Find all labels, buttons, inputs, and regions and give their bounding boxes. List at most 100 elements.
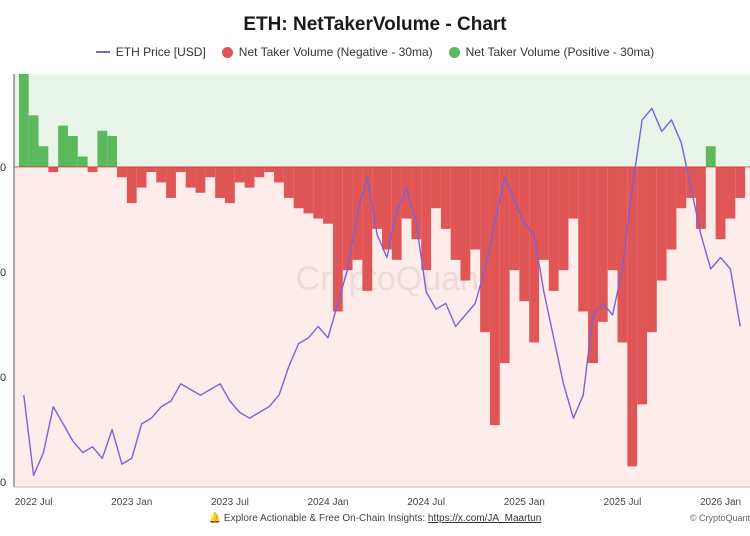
volume-bar [499,166,510,364]
footer-link[interactable]: https://x.com/JA_Maartun [427,513,542,524]
volume-bar [38,146,49,167]
chart-title: ETH: NetTakerVolume - Chart [243,14,507,35]
brand-label: © CryptoQuant [689,513,750,523]
positive-zone-background [14,74,750,167]
volume-bar [588,166,598,364]
volume-bar [48,166,59,173]
volume-bar [578,166,589,312]
volume-bar [136,166,147,188]
volume-bar [489,166,500,426]
volume-bar [362,166,373,291]
volume-bar [303,166,314,214]
volume-bar [460,166,471,281]
footer-text: Explore Actionable & Free On-Chain Insig… [223,513,428,524]
x-tick-label: 2024 Jul [407,497,445,508]
volume-bar [293,166,304,209]
volume-bar [77,156,88,167]
volume-bar [735,166,746,198]
volume-bar [313,166,324,219]
volume-bar [705,146,716,167]
volume-bar [126,166,137,204]
volume-bar [67,135,78,167]
footer: 🔔 Explore Actionable & Free On-Chain Ins… [0,513,750,524]
volume-bar [637,166,647,405]
volume-bar [87,166,98,173]
y-tick-label: 0 [0,372,6,384]
y-tick-label: 0 [0,162,6,174]
volume-bar [617,166,628,343]
legend-item-negative[interactable]: Net Taker Volume (Negative - 30ma) [221,45,433,59]
volume-bar [342,166,353,271]
volume-bar [431,166,441,209]
volume-bar [715,166,726,240]
volume-bar [28,115,39,167]
volume-bar [332,166,343,312]
volume-bar [382,166,392,250]
volume-bar [205,166,216,178]
volume-bar [323,166,333,224]
y-axis-ticks: 0 0 0 0 [0,162,6,489]
legend-swatch-negative [221,46,233,58]
volume-bar [627,166,638,467]
volume-bar [646,166,657,333]
x-tick-label: 2026 Jan [700,497,741,508]
volume-bar [656,166,667,281]
volume-bar [372,166,382,229]
volume-bar [440,166,451,229]
x-tick-label: 2024 Jan [307,497,348,508]
volume-bar [539,166,549,260]
legend-item-positive[interactable]: Net Taker Volume (Positive - 30ma) [448,45,655,59]
legend: ETH Price [USD] Net Taker Volume (Negati… [0,45,750,59]
x-tick-label: 2023 Jan [111,497,152,508]
volume-bar [97,130,108,167]
volume-bar [117,166,127,178]
legend-label-price: ETH Price [USD] [115,45,206,59]
volume-bar [686,166,697,198]
volume-bar [401,166,412,219]
x-axis-ticks: 2022 Jul 2023 Jan 2023 Jul 2024 Jan 2024 Jul… [15,497,741,508]
volume-bar [215,166,225,198]
legend-item-price[interactable]: ETH Price [USD] [95,45,206,59]
volume-bar [529,166,540,343]
volume-bar [696,166,706,229]
volume-bar [175,166,186,173]
volume-bar [509,166,520,271]
legend-label-positive: Net Taker Volume (Positive - 30ma) [465,45,655,59]
y-tick-label: 0 [0,477,6,489]
volume-bar [107,135,118,167]
x-tick-label: 2022 Jul [15,497,53,508]
x-tick-label: 2023 Jul [211,497,249,508]
volume-bar [519,166,530,302]
volume-bar [558,166,569,271]
legend-swatch-positive [448,46,460,58]
volume-bar [450,166,461,260]
volume-bar [18,74,29,167]
legend-label-negative: Net Taker Volume (Negative - 30ma) [238,45,433,59]
volume-bar [224,166,235,204]
volume-bar [470,166,481,250]
volume-bar [254,166,265,178]
volume-bar [725,166,736,219]
bell-icon: 🔔 [208,513,222,524]
volume-bar [568,166,579,219]
volume-bar [146,166,157,173]
volume-bar [421,166,432,271]
volume-bar [58,125,68,167]
volume-bar [195,166,206,193]
volume-bar [548,166,559,291]
volume-bar [156,166,167,183]
watermark: CryptoQuant [296,260,489,298]
volume-bar [274,166,284,183]
eth-price-line [23,107,741,477]
volume-bar [411,166,422,240]
volume-bar [234,166,245,183]
legend-swatch-price [95,51,110,53]
volume-bar [480,166,490,333]
volume-bar [244,166,255,188]
volume-bar [185,166,196,188]
net-taker-volume-bars [18,74,746,467]
volume-bar [676,166,687,209]
x-tick-label: 2025 Jan [504,497,545,508]
